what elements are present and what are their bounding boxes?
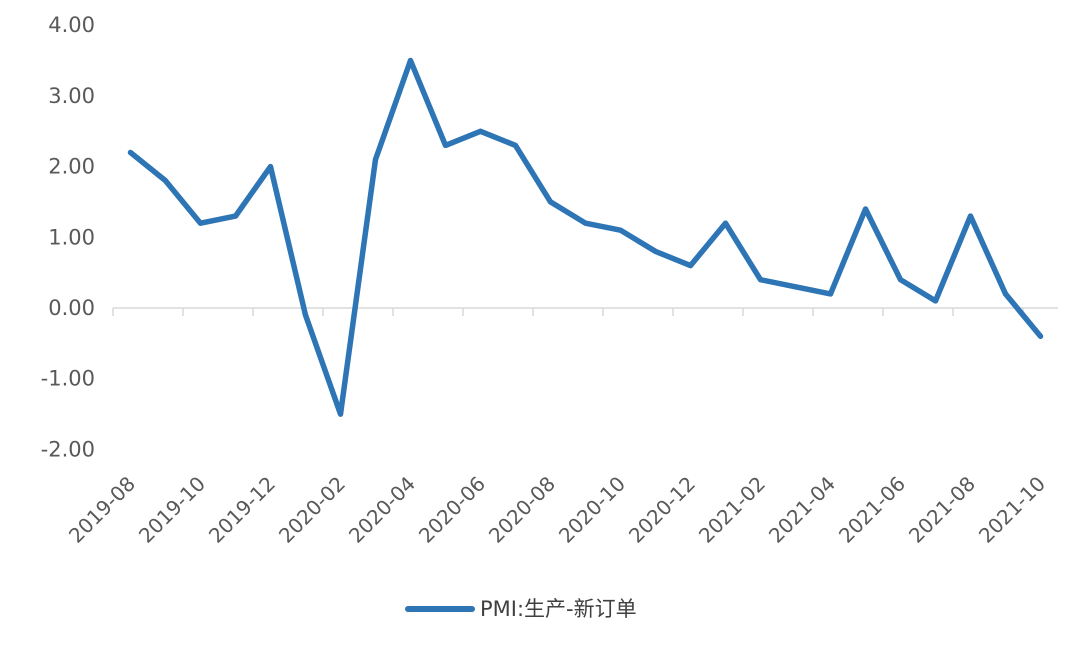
y-axis: 4.00 3.00 2.00 1.00 0.00 -1.00 -2.00 — [41, 13, 95, 461]
data-point — [618, 227, 623, 233]
y-tick-label: 4.00 — [48, 13, 95, 37]
data-point — [303, 312, 308, 318]
y-tick-label: -2.00 — [41, 437, 95, 461]
y-tick-label: 2.00 — [48, 155, 95, 179]
data-point — [968, 213, 973, 219]
data-point — [408, 58, 413, 64]
x-tick-label: 2021-02 — [694, 472, 770, 548]
y-tick-label: -1.00 — [41, 367, 95, 391]
y-tick-label: 0.00 — [48, 296, 95, 320]
data-point — [1003, 291, 1008, 297]
data-point — [163, 178, 168, 184]
data-point — [758, 277, 763, 283]
x-tick-label: 2019-12 — [204, 472, 280, 548]
data-point — [863, 206, 868, 212]
data-point — [828, 291, 833, 297]
data-point — [513, 142, 518, 148]
data-point — [478, 128, 483, 134]
data-point — [338, 411, 343, 417]
data-point — [583, 220, 588, 226]
data-point — [793, 284, 798, 290]
x-tick-label: 2021-06 — [834, 472, 910, 548]
data-point — [268, 164, 273, 170]
data-point — [898, 277, 903, 283]
data-point — [443, 142, 448, 148]
x-tick-label: 2020-06 — [414, 472, 490, 548]
legend-label: PMI:生产-新订单 — [480, 597, 637, 621]
y-tick-label: 3.00 — [48, 84, 95, 108]
data-point — [373, 157, 378, 163]
x-tick-label: 2021-08 — [904, 472, 980, 548]
data-point — [1038, 333, 1043, 339]
x-tick-label: 2020-04 — [344, 472, 420, 548]
data-point — [198, 220, 203, 226]
data-point — [933, 298, 938, 304]
x-axis: 2019-082019-102019-122020-022020-042020-… — [64, 307, 1058, 548]
x-tick-label: 2020-12 — [624, 472, 700, 548]
data-point — [653, 248, 658, 254]
x-tick-label: 2021-10 — [974, 472, 1050, 548]
y-tick-label: 1.00 — [48, 225, 95, 249]
data-point — [688, 263, 693, 269]
x-tick-label: 2020-02 — [274, 472, 350, 548]
x-tick-label: 2019-10 — [134, 472, 210, 548]
data-point — [233, 213, 238, 219]
x-tick-label: 2020-10 — [554, 472, 630, 548]
data-point — [723, 220, 728, 226]
x-tick-label: 2021-04 — [764, 472, 840, 548]
series-layer — [127, 57, 1044, 417]
data-point — [548, 199, 553, 205]
x-tick-label: 2019-08 — [64, 472, 140, 548]
x-tick-label: 2020-08 — [484, 472, 560, 548]
legend: PMI:生产-新订单 — [405, 597, 637, 621]
data-point — [128, 149, 133, 155]
series-line — [127, 57, 1044, 417]
